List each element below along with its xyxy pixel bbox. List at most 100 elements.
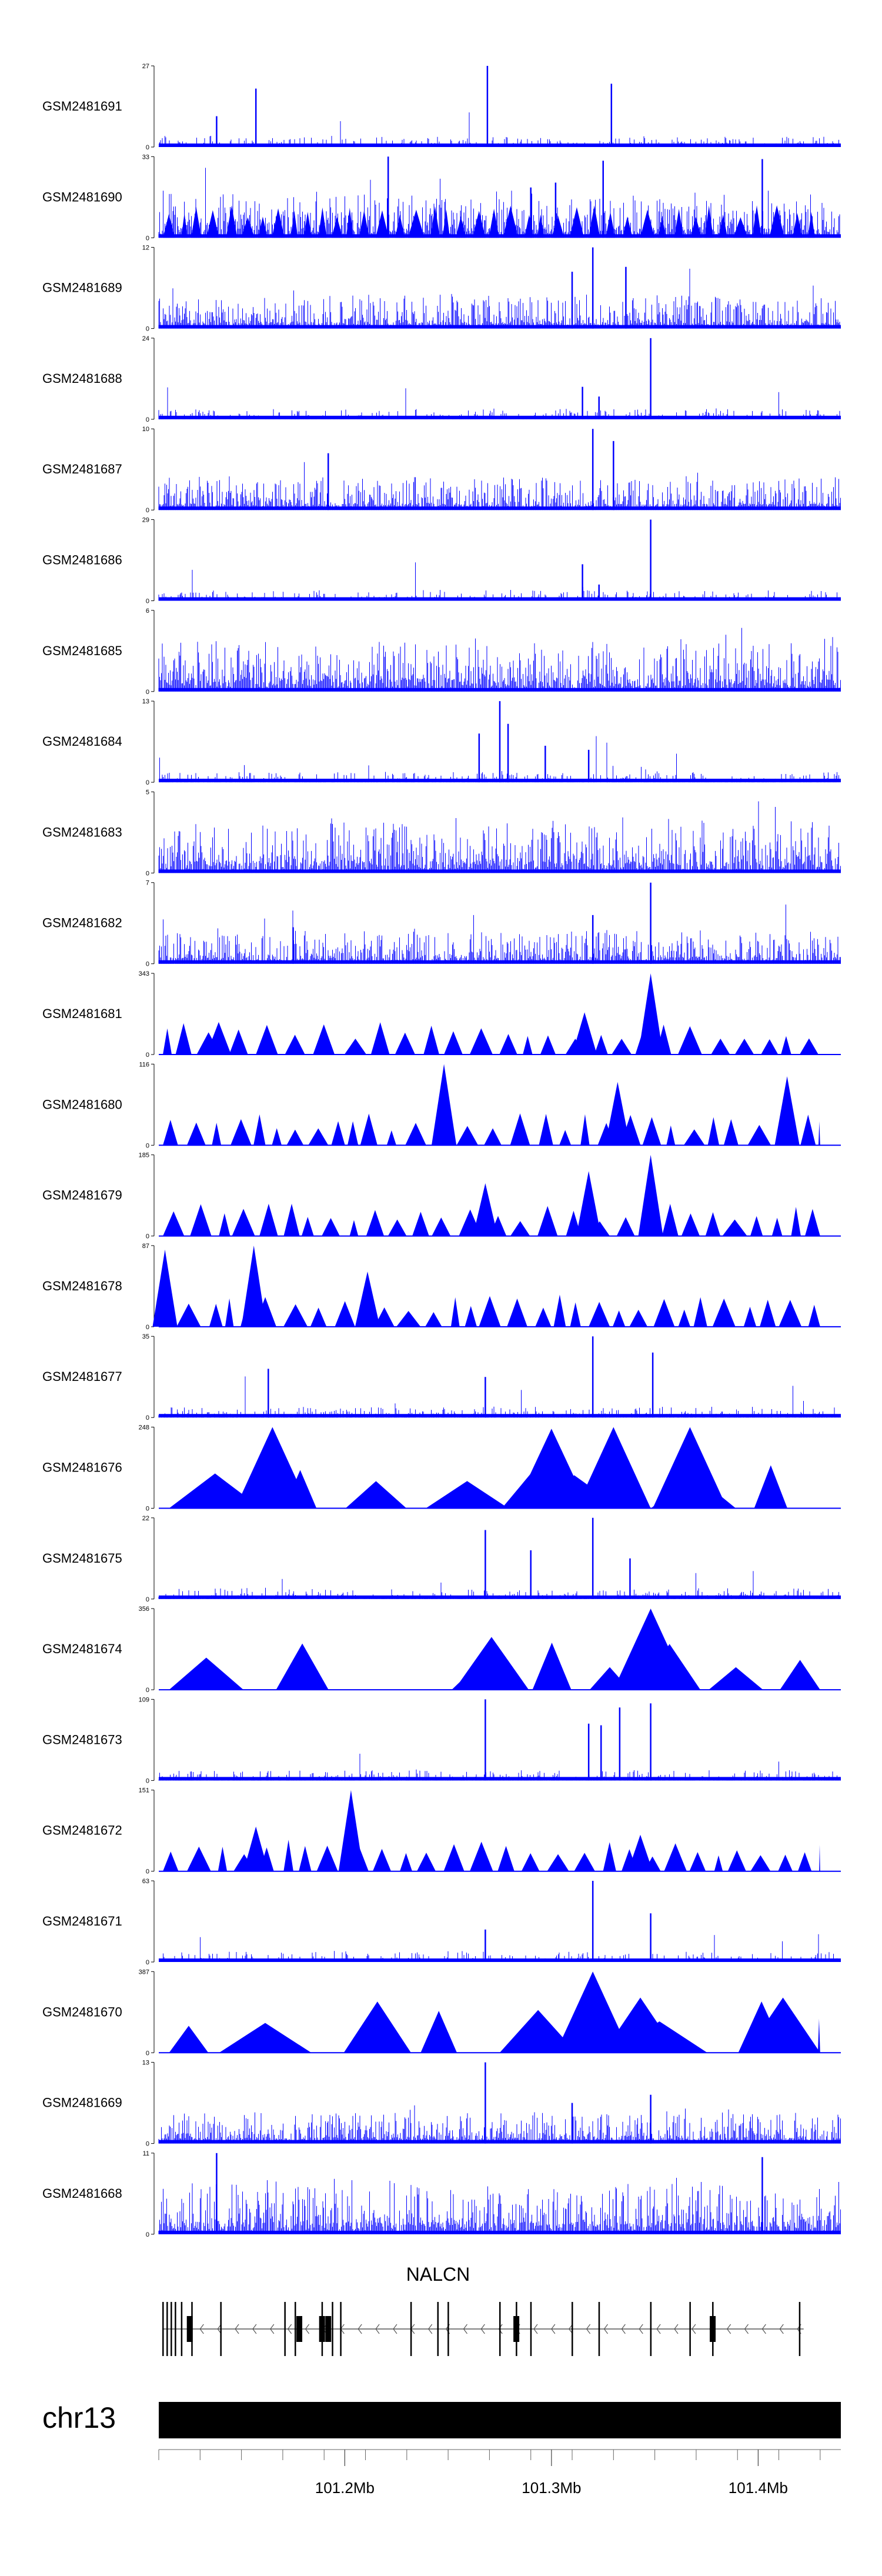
signal-triangle — [690, 216, 702, 238]
y-zero-label: 0 — [146, 1142, 149, 1149]
signal-triangle — [343, 2001, 411, 2053]
strand-arrow — [498, 2324, 503, 2334]
x-tick-label: 101.4Mb — [729, 2479, 788, 2497]
exon-coding — [325, 2316, 332, 2342]
signal-series — [159, 1427, 841, 1509]
signal-triangle — [301, 1217, 314, 1236]
y-zero-label: 0 — [146, 1506, 149, 1513]
track-GSM2481685: GSM2481685 6 0 — [42, 608, 841, 696]
signal-triangle — [240, 217, 255, 238]
signal-triangle — [752, 205, 761, 238]
signal-triangle — [523, 1036, 533, 1055]
y-max-label: 13 — [142, 698, 149, 705]
signal-series — [158, 1699, 841, 1781]
signal-triangle — [442, 209, 450, 238]
signal-triangle — [272, 1128, 282, 1146]
signal-triangle — [727, 1850, 746, 1871]
chromosome-label: chr13 — [42, 2401, 116, 2434]
exon — [530, 2302, 532, 2356]
signal-series — [152, 1245, 841, 1327]
track-label: GSM2481678 — [42, 1279, 122, 1293]
y-zero-label: 0 — [146, 1687, 149, 1694]
signal-triangle — [206, 210, 219, 238]
x-tick-label: 101.2Mb — [315, 2479, 375, 2497]
signal-triangle — [186, 1122, 206, 1146]
signal-triangle — [370, 1022, 390, 1055]
signal-triangle — [331, 1121, 345, 1146]
signal-triangle — [723, 1119, 739, 1146]
y-zero-label: 0 — [146, 689, 149, 696]
track-GSM2481691: GSM2481691 27 0 — [42, 63, 841, 151]
signal-peak — [627, 1834, 653, 1871]
signal-triangle — [569, 207, 584, 238]
signal-triangle — [310, 1307, 327, 1327]
strand-arrow — [656, 2324, 661, 2334]
signal-triangle — [779, 1300, 802, 1327]
exon-coding — [513, 2316, 520, 2342]
signal-triangle — [313, 1024, 335, 1055]
signal-series — [158, 156, 841, 238]
signal-triangle — [711, 1038, 730, 1055]
signal-triangle — [693, 1297, 707, 1327]
track-label: GSM2481671 — [42, 1914, 122, 1928]
y-zero-label: 0 — [146, 1596, 149, 1603]
y-zero-label: 0 — [146, 961, 149, 968]
signal-series — [159, 1154, 841, 1237]
y-max-label: 7 — [146, 880, 149, 887]
signal-triangle — [743, 1306, 757, 1327]
y-zero-label: 0 — [146, 1324, 149, 1331]
signal-peak — [241, 1245, 266, 1327]
exon — [332, 2302, 333, 2356]
strand-arrow — [217, 2324, 222, 2334]
signal-triangle — [662, 1203, 679, 1236]
signal-series — [158, 338, 841, 419]
track-GSM2481688: GSM2481688 24 0 — [42, 335, 841, 423]
track-label: GSM2481669 — [42, 2095, 122, 2110]
signal-triangle — [507, 1298, 527, 1327]
exon — [650, 2302, 652, 2356]
signal-triangle — [360, 1113, 377, 1146]
strand-arrow — [199, 2324, 204, 2334]
y-zero-label: 0 — [146, 598, 149, 605]
y-zero-label: 0 — [146, 1233, 149, 1240]
track-GSM2481679: GSM2481679 185 0 — [42, 1152, 841, 1240]
signal-triangle — [734, 1039, 754, 1055]
signal-triangle — [443, 1844, 465, 1871]
signal-bars — [158, 562, 840, 601]
signal-series — [159, 1790, 841, 1872]
baseline — [159, 415, 841, 419]
track-label: GSM2481689 — [42, 281, 122, 295]
signal-triangle — [283, 1304, 308, 1327]
signal-triangle — [499, 1034, 517, 1055]
signal-triangle — [186, 1846, 211, 1871]
signal-series — [158, 801, 841, 873]
signal-triangle — [750, 1855, 771, 1871]
signal-triangle — [387, 1219, 407, 1236]
signal-triangle — [781, 1036, 791, 1055]
track-GSM2481676: GSM2481676 248 0 — [42, 1424, 841, 1513]
signal-triangle — [797, 1852, 812, 1871]
signal-triangle — [754, 1465, 788, 1509]
y-max-label: 24 — [142, 335, 149, 342]
signal-triangle — [283, 1203, 300, 1236]
track-label: GSM2481670 — [42, 2004, 122, 2019]
signal-triangle — [219, 2023, 312, 2053]
signal-triangle — [629, 1310, 648, 1327]
signal-peak — [603, 1997, 678, 2053]
track-GSM2481670: GSM2481670 387 0 — [42, 1968, 841, 2057]
track-label: GSM2481680 — [42, 1097, 122, 1112]
signal-peak — [432, 1064, 457, 1146]
signal-triangle — [423, 1025, 439, 1055]
y-max-label: 10 — [142, 426, 149, 433]
exon — [799, 2302, 801, 2356]
signal-triangle — [658, 216, 666, 238]
signal-triangle — [229, 1029, 248, 1055]
signal-triangle — [218, 1846, 228, 1871]
strand-arrow — [691, 2324, 696, 2334]
strand-arrow — [305, 2324, 310, 2334]
signal-series — [158, 1517, 841, 1599]
signal-series — [158, 429, 841, 510]
y-zero-label: 0 — [146, 1052, 149, 1059]
exon — [437, 2302, 439, 2356]
signal-triangle — [163, 1211, 185, 1236]
